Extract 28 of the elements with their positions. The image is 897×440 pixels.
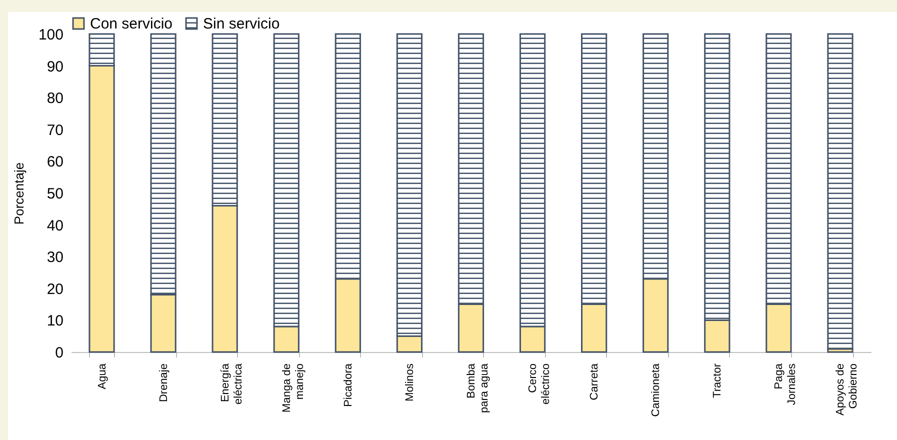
y-tick-label: 90 xyxy=(46,58,64,76)
y-tick-label: 30 xyxy=(46,249,64,266)
y-tick-label: 100 xyxy=(38,26,64,44)
y-tick-label: 70 xyxy=(46,122,64,139)
x-tick-label: Camioneta xyxy=(650,362,662,417)
y-tick-label: 50 xyxy=(46,186,64,202)
x-tick-label: Tractor xyxy=(712,363,724,398)
bar xyxy=(827,33,854,350)
x-tick-label: Manga de manejo xyxy=(280,364,306,412)
x-tick-label: Paga Jornales xyxy=(773,362,798,406)
legend-label: Sin servicio xyxy=(203,16,280,33)
x-tick-label: Bomba para agua xyxy=(466,362,490,414)
y-tick-label: 10 xyxy=(46,312,64,330)
x-tick-label: Drenaje xyxy=(158,364,170,402)
y-tick-label: 40 xyxy=(46,217,64,234)
y-tick-label: 20 xyxy=(46,280,64,298)
x-tick-label: Apoyos de Gobierno xyxy=(834,364,860,416)
y-axis-title: Porcentaje xyxy=(11,162,26,225)
x-tick-label: Cerco eléctrico xyxy=(527,364,552,404)
x-tick-label: Energía eléctrica xyxy=(219,362,244,404)
x-tick-label: Agua xyxy=(96,362,108,390)
x-tick-label: Picadora xyxy=(342,362,354,407)
x-tick-label: Molinos xyxy=(404,363,416,402)
y-tick-label: 60 xyxy=(46,154,64,171)
y-tick-label: 0 xyxy=(55,344,64,362)
x-tick-label: Carreta xyxy=(588,362,601,400)
y-tick-label: 80 xyxy=(46,90,64,108)
legend-label: Con servicio xyxy=(90,16,173,33)
